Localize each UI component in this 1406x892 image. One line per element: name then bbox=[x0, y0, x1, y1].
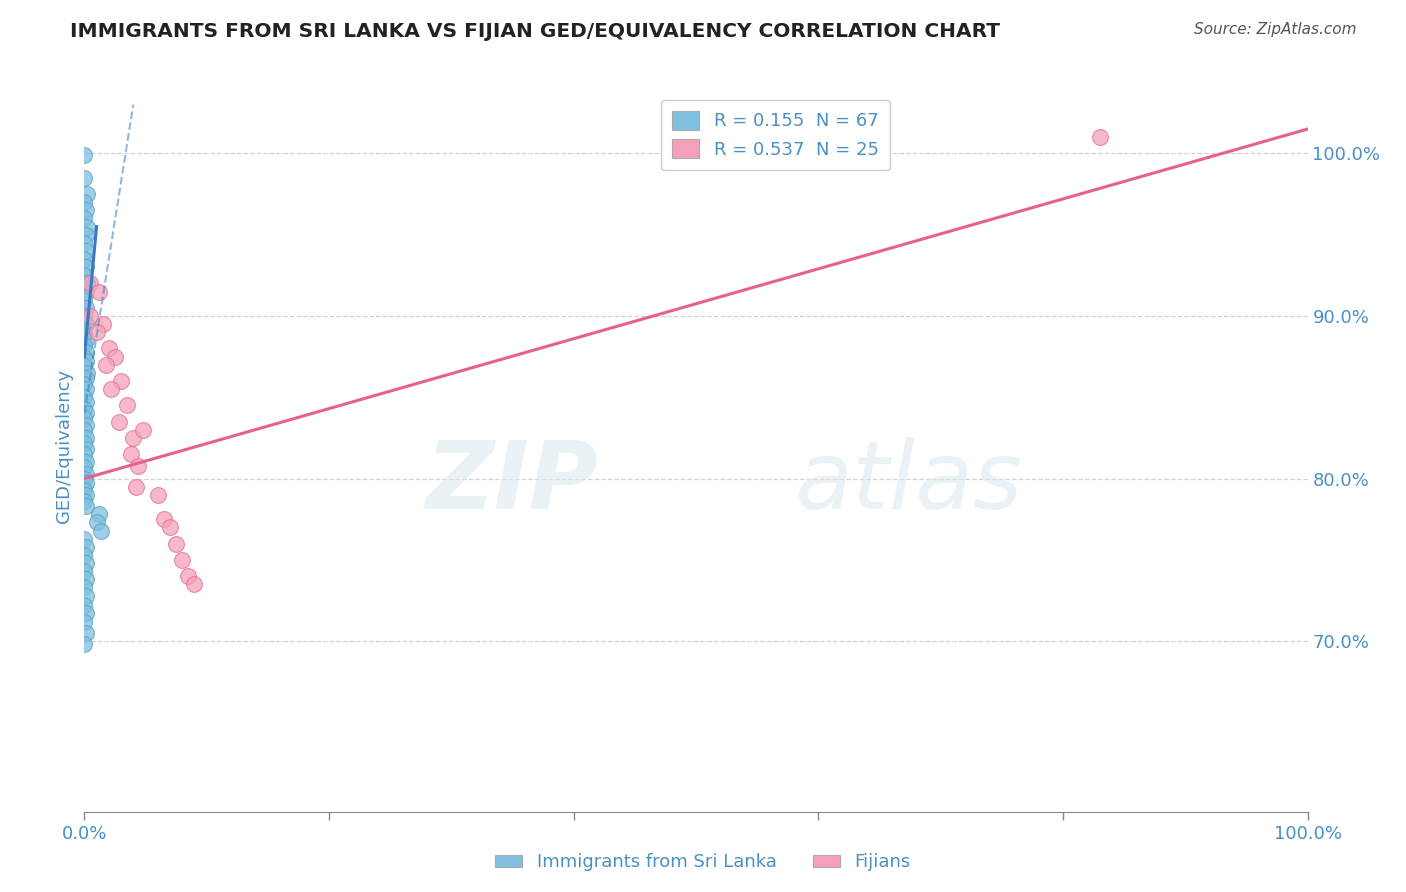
Point bbox=[73, 599, 96, 613]
Point bbox=[73, 309, 96, 323]
Point bbox=[73, 359, 96, 374]
Legend: Immigrants from Sri Lanka, Fijians: Immigrants from Sri Lanka, Fijians bbox=[488, 847, 918, 879]
Point bbox=[73, 637, 96, 651]
Point bbox=[75, 499, 97, 513]
Point bbox=[75, 301, 97, 315]
Point bbox=[73, 293, 96, 307]
Point bbox=[75, 455, 97, 469]
Point bbox=[75, 442, 97, 457]
Point bbox=[75, 540, 97, 554]
Point bbox=[73, 401, 96, 416]
Point bbox=[96, 358, 118, 372]
Point bbox=[115, 398, 138, 412]
Point bbox=[75, 431, 97, 445]
Point bbox=[165, 536, 187, 550]
Point bbox=[73, 328, 96, 343]
Point bbox=[79, 309, 101, 323]
Point bbox=[75, 626, 97, 640]
Point bbox=[75, 227, 97, 242]
Point bbox=[73, 377, 96, 392]
Point bbox=[75, 203, 97, 218]
Point bbox=[75, 370, 97, 384]
Point bbox=[75, 395, 97, 409]
Text: IMMIGRANTS FROM SRI LANKA VS FIJIAN GED/EQUIVALENCY CORRELATION CHART: IMMIGRANTS FROM SRI LANKA VS FIJIAN GED/… bbox=[70, 22, 1000, 41]
Point bbox=[76, 277, 98, 291]
Point bbox=[86, 516, 108, 530]
Point bbox=[75, 285, 97, 299]
Point bbox=[75, 476, 97, 491]
Point bbox=[79, 277, 101, 291]
Point bbox=[76, 366, 98, 380]
Point bbox=[104, 350, 127, 364]
Point bbox=[73, 447, 96, 461]
Point bbox=[1088, 130, 1111, 145]
Point bbox=[97, 342, 120, 356]
Point bbox=[159, 520, 181, 534]
Point bbox=[73, 435, 96, 450]
Point bbox=[73, 532, 96, 546]
Point bbox=[75, 556, 97, 570]
Legend: R = 0.155  N = 67, R = 0.537  N = 25: R = 0.155 N = 67, R = 0.537 N = 25 bbox=[661, 100, 890, 169]
Point bbox=[91, 317, 114, 331]
Point bbox=[73, 564, 96, 578]
Point bbox=[73, 268, 96, 283]
Point bbox=[75, 467, 97, 481]
Point bbox=[90, 524, 112, 538]
Point bbox=[122, 431, 145, 445]
Point bbox=[73, 423, 96, 437]
Point bbox=[73, 148, 96, 162]
Point bbox=[75, 244, 97, 258]
Point bbox=[75, 488, 97, 502]
Point bbox=[75, 317, 97, 331]
Point bbox=[87, 508, 110, 522]
Point bbox=[73, 483, 96, 497]
Point bbox=[183, 577, 205, 591]
Text: ZIP: ZIP bbox=[425, 436, 598, 529]
Point bbox=[75, 260, 97, 275]
Point bbox=[125, 480, 148, 494]
Point bbox=[73, 325, 96, 339]
Point bbox=[73, 390, 96, 404]
Point bbox=[75, 589, 97, 603]
Point bbox=[75, 607, 97, 621]
Point bbox=[127, 458, 149, 473]
Point bbox=[75, 572, 97, 586]
Point bbox=[73, 471, 96, 485]
Point bbox=[86, 325, 108, 339]
Point bbox=[73, 195, 96, 210]
Point bbox=[87, 285, 110, 299]
Point bbox=[75, 382, 97, 396]
Point bbox=[76, 187, 98, 202]
Point bbox=[110, 374, 132, 388]
Point bbox=[75, 407, 97, 421]
Point bbox=[132, 423, 155, 437]
Point bbox=[177, 569, 200, 583]
Point bbox=[75, 417, 97, 432]
Text: Source: ZipAtlas.com: Source: ZipAtlas.com bbox=[1194, 22, 1357, 37]
Point bbox=[75, 344, 97, 359]
Point bbox=[75, 334, 97, 348]
Point bbox=[73, 460, 96, 475]
Point bbox=[73, 494, 96, 508]
Point bbox=[73, 350, 96, 364]
Point bbox=[73, 338, 96, 352]
Point bbox=[73, 411, 96, 425]
Point bbox=[75, 354, 97, 368]
Y-axis label: GED/Equivalency: GED/Equivalency bbox=[55, 369, 73, 523]
Point bbox=[73, 252, 96, 266]
Point bbox=[153, 512, 176, 526]
Point bbox=[73, 211, 96, 226]
Point bbox=[172, 553, 194, 567]
Point bbox=[73, 581, 96, 595]
Point bbox=[146, 488, 169, 502]
Text: atlas: atlas bbox=[794, 437, 1022, 528]
Point bbox=[107, 415, 129, 429]
Point bbox=[100, 382, 122, 396]
Point bbox=[73, 548, 96, 562]
Point bbox=[76, 219, 98, 234]
Point bbox=[120, 447, 142, 461]
Point bbox=[73, 170, 96, 185]
Point bbox=[73, 235, 96, 250]
Point bbox=[73, 615, 96, 629]
